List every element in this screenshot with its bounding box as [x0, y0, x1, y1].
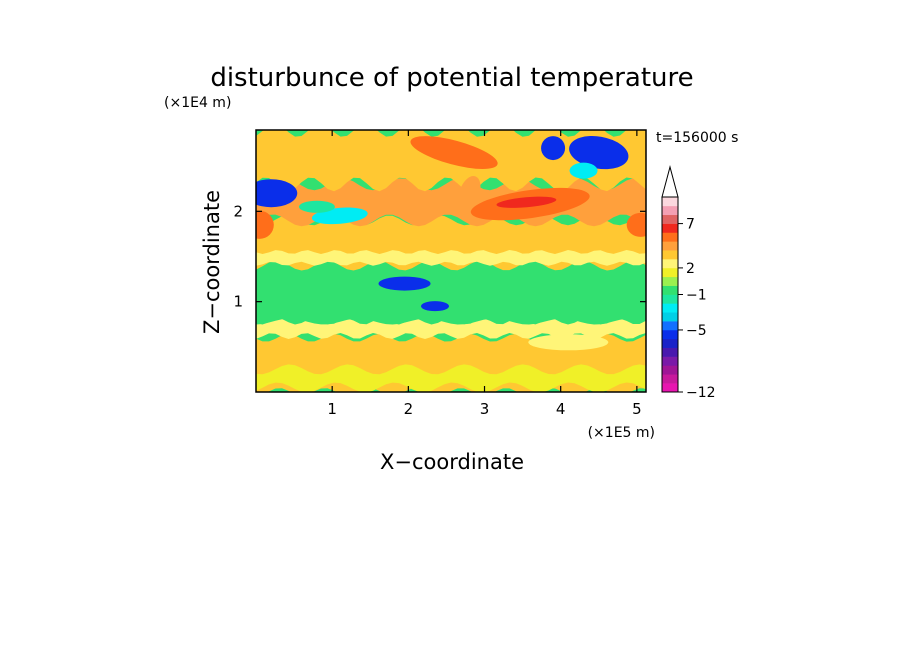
- colorbar-swatch: [662, 329, 678, 340]
- contour-cell: [421, 301, 450, 312]
- plot-frame: [255, 129, 647, 393]
- y-axis-label: Z−coordinate: [200, 190, 224, 334]
- contour-cell: [256, 210, 274, 239]
- x-tick-label: 1: [327, 400, 337, 418]
- colorbar-swatch: [662, 259, 678, 269]
- colorbar-swatch: [662, 276, 678, 286]
- x-unit-label: (×1E5 m): [588, 425, 655, 441]
- colorbar-swatch: [662, 303, 678, 313]
- contour-cell: [626, 212, 646, 237]
- x-tick-label: 2: [404, 400, 414, 418]
- colorbar-label: −1: [686, 288, 707, 304]
- colorbar-swatch: [662, 374, 678, 384]
- contour-cell: [569, 135, 629, 170]
- colorbar-swatch: [662, 285, 678, 295]
- contour-cell: [541, 136, 566, 161]
- contour-cell: [528, 334, 609, 351]
- y-tick-label: 1: [233, 293, 243, 311]
- colorbar-swatch: [662, 365, 678, 375]
- x-tick-label: 5: [632, 400, 642, 418]
- contour-cell: [378, 276, 431, 291]
- colorbar-swatch: [662, 267, 678, 278]
- colorbar-swatch: [662, 241, 678, 251]
- colorbar-swatch: [662, 197, 678, 207]
- contour-band: [256, 364, 646, 392]
- contour-field: [256, 130, 646, 392]
- contour-cell: [298, 200, 335, 213]
- colorbar: −12−5−127: [661, 165, 716, 401]
- contour-cell: [256, 179, 298, 208]
- x-axis: 1 2 3 4 5: [327, 130, 642, 418]
- contour-cell: [410, 136, 498, 170]
- colorbar-swatch: [662, 294, 678, 304]
- colorbar-swatch: [662, 312, 678, 322]
- colorbar-swatch: [662, 214, 678, 224]
- x-tick-label: 3: [480, 400, 490, 418]
- colorbar-swatch: [662, 232, 678, 242]
- chart-title: disturbunce of potential temperature: [210, 63, 693, 93]
- x-tick-label: 4: [556, 400, 566, 418]
- colorbar-label: −12: [686, 385, 716, 401]
- colorbar-label: −5: [686, 323, 707, 339]
- time-label: t=156000 s: [656, 130, 738, 146]
- contour-cell: [496, 196, 557, 208]
- colorbar-swatch: [662, 223, 678, 233]
- colorbar-swatch: [662, 321, 678, 331]
- contour-cell: [458, 175, 481, 211]
- contour-band: [256, 250, 646, 266]
- x-axis-label: X−coordinate: [380, 450, 524, 474]
- y-unit-label: (×1E4 m): [164, 95, 231, 111]
- colorbar-swatch: [662, 356, 678, 366]
- colorbar-label: 2: [686, 261, 695, 277]
- colorbar-label: 7: [686, 217, 695, 233]
- contour-band: [256, 318, 646, 339]
- colorbar-swatch: [662, 250, 678, 260]
- colorbar-swatch: [662, 383, 678, 393]
- contour-band: [256, 262, 646, 325]
- colorbar-extend-arrow: [661, 165, 679, 198]
- colorbar-swatch: [662, 205, 678, 216]
- colorbar-swatch: [662, 347, 678, 357]
- y-axis: 12: [233, 202, 646, 311]
- y-tick-label: 2: [233, 202, 243, 220]
- contour-cell: [569, 162, 598, 179]
- colorbar-swatch: [662, 338, 678, 348]
